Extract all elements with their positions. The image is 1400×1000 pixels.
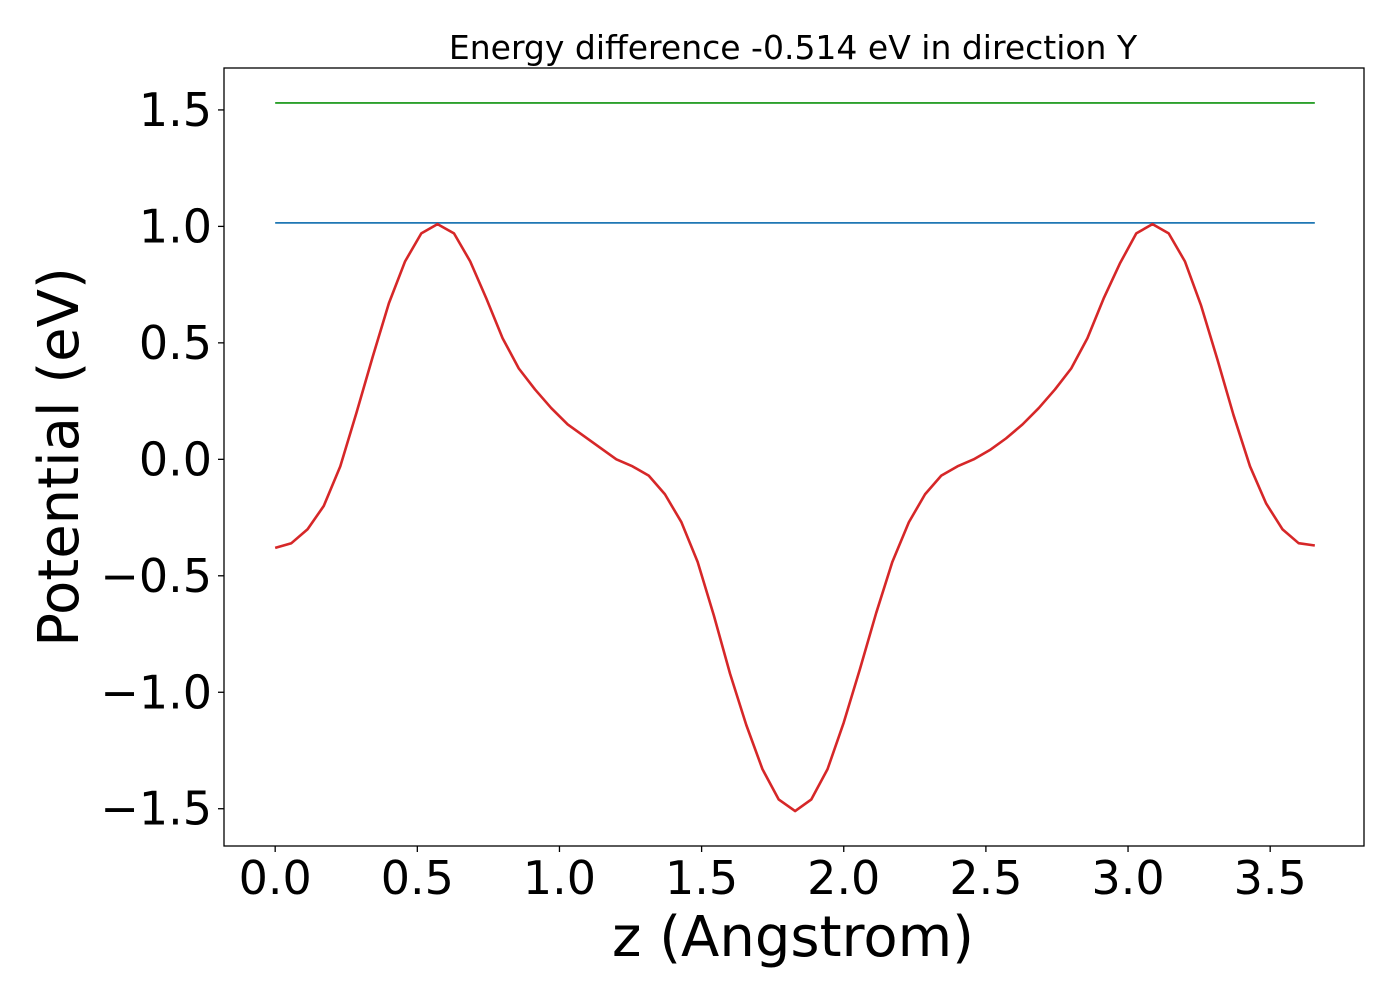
x-tick-label: 2.5 [949,851,1022,905]
x-tick-label: 1.0 [523,851,596,905]
y-axis-label: Potential (eV) [27,267,92,647]
tick-layer: 0.0 0.5 1.0 1.5 2.0 2.5 3.0 3.5 −1.5 −1.0 −0.5 0.0 0… [100,83,1306,905]
x-tick-label: 2.0 [807,851,880,905]
y-tick-label: 0.5 [139,316,212,370]
y-tick-label: −1.5 [100,782,212,836]
x-tick-label: 1.5 [665,851,738,905]
plot-area-frame [223,67,1365,847]
y-tick-label: 1.0 [139,199,212,253]
x-axis-label: z (Angstrom) [612,905,974,970]
chart-title: Energy difference -0.514 eV in direction… [449,28,1138,67]
x-tick-label: 3.5 [1234,851,1307,905]
potential-curve-line [274,222,1316,813]
series-layer [274,102,1316,813]
y-tick-label: −0.5 [100,549,212,603]
y-tick-label: 0.0 [139,432,212,486]
y-tick-label: −1.0 [100,665,212,719]
x-tick-label: 0.0 [239,851,312,905]
x-tick-label: 3.0 [1091,851,1164,905]
x-tick-label: 0.5 [381,851,454,905]
y-tick-label: 1.5 [139,83,212,137]
